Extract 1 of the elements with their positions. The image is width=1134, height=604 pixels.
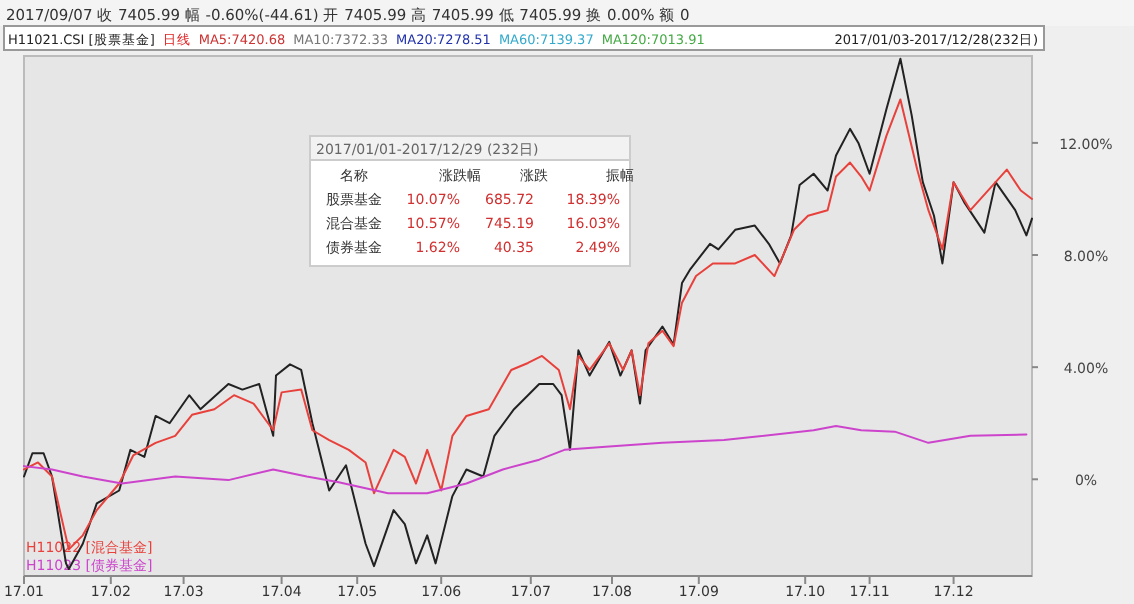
line-series [23,425,1028,495]
